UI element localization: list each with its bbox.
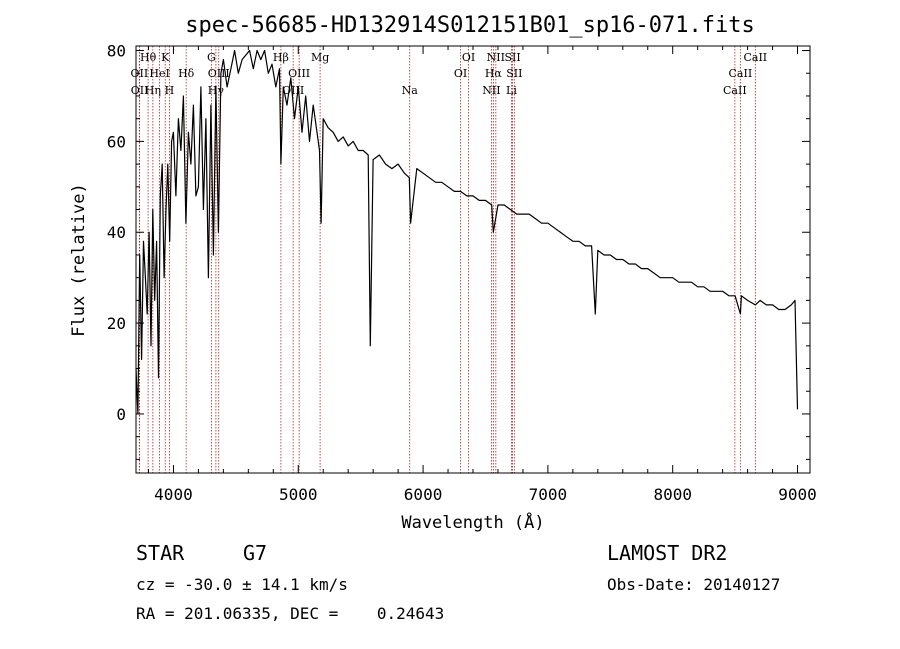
x-tick-label: 8000: [653, 485, 692, 504]
x-tick-label: 9000: [778, 485, 817, 504]
spectral-line-label: NII: [482, 84, 500, 97]
obs-date-readout: Obs-Date: 20140127: [607, 575, 781, 594]
y-axis-title: Flux (relative): [69, 183, 89, 337]
spectral-line-label: CaII: [729, 67, 753, 80]
spectrum-series: [135, 49, 799, 415]
spectral-line-label: Na: [402, 84, 419, 97]
chart-title: spec-56685-HD132914S012151B01_sp16-071.f…: [185, 13, 755, 38]
spectral-line-label: CaII: [743, 51, 767, 64]
spectral-line-label: SII: [506, 67, 522, 80]
x-tick-label: 6000: [404, 485, 443, 504]
spectral-line-label: Hα: [485, 67, 503, 80]
y-tick-label: 60: [107, 132, 126, 151]
spectral-line-markers: [138, 46, 756, 473]
x-tick-label: 4000: [154, 485, 193, 504]
spectral-line-label: OIII: [288, 67, 310, 80]
spectral-line-label: Hθ: [140, 51, 157, 64]
spectral-line-label: Hδ: [178, 67, 195, 80]
spectral-line-label: G: [207, 51, 216, 64]
survey-name: LAMOST DR2: [607, 541, 728, 565]
spectral-line-labels: HθOIIOIIHηHeIKHHδGOIIIHγHβOIIIOIIIMgNaOI…: [131, 51, 768, 97]
y-tick-label: 20: [107, 314, 126, 333]
axes: 4000 5000 6000 7000 8000 9000 0 20 40 60 80: [107, 42, 817, 504]
spectral-line-label: K: [161, 51, 170, 64]
y-tick-label: 80: [107, 42, 126, 61]
spectral-line-label: NII: [487, 51, 505, 64]
spectrum-line: [135, 49, 799, 415]
spectral-line-label: HeI: [149, 67, 169, 80]
x-axis-title: Wavelength (Å): [401, 511, 544, 533]
spectral-line-label: OII: [131, 84, 149, 97]
object-subclass: G7: [243, 541, 268, 565]
redshift-readout: cz = -30.0 ± 14.1 km/s: [136, 575, 348, 594]
spectral-line-label: SII: [504, 51, 520, 64]
object-type: STAR: [136, 541, 185, 565]
coordinates-readout: RA = 201.06335, DEC = 0.24643: [136, 604, 445, 623]
spectral-line-label: H: [165, 84, 175, 97]
spectral-line-label: OI: [454, 67, 467, 80]
x-tick-label: 7000: [529, 485, 568, 504]
x-tick-label: 5000: [279, 485, 318, 504]
spectral-line-label: Hη: [145, 84, 161, 97]
spectral-line-label: OI: [462, 51, 475, 64]
y-tick-label: 0: [116, 405, 126, 424]
spectral-line-label: CaII: [723, 84, 747, 97]
spectral-line-label: Mg: [311, 51, 329, 64]
y-tick-label: 40: [107, 223, 126, 242]
spectral-line-label: Li: [506, 84, 517, 97]
plot-frame: [135, 45, 811, 474]
spectral-line-label: Hβ: [273, 51, 289, 64]
